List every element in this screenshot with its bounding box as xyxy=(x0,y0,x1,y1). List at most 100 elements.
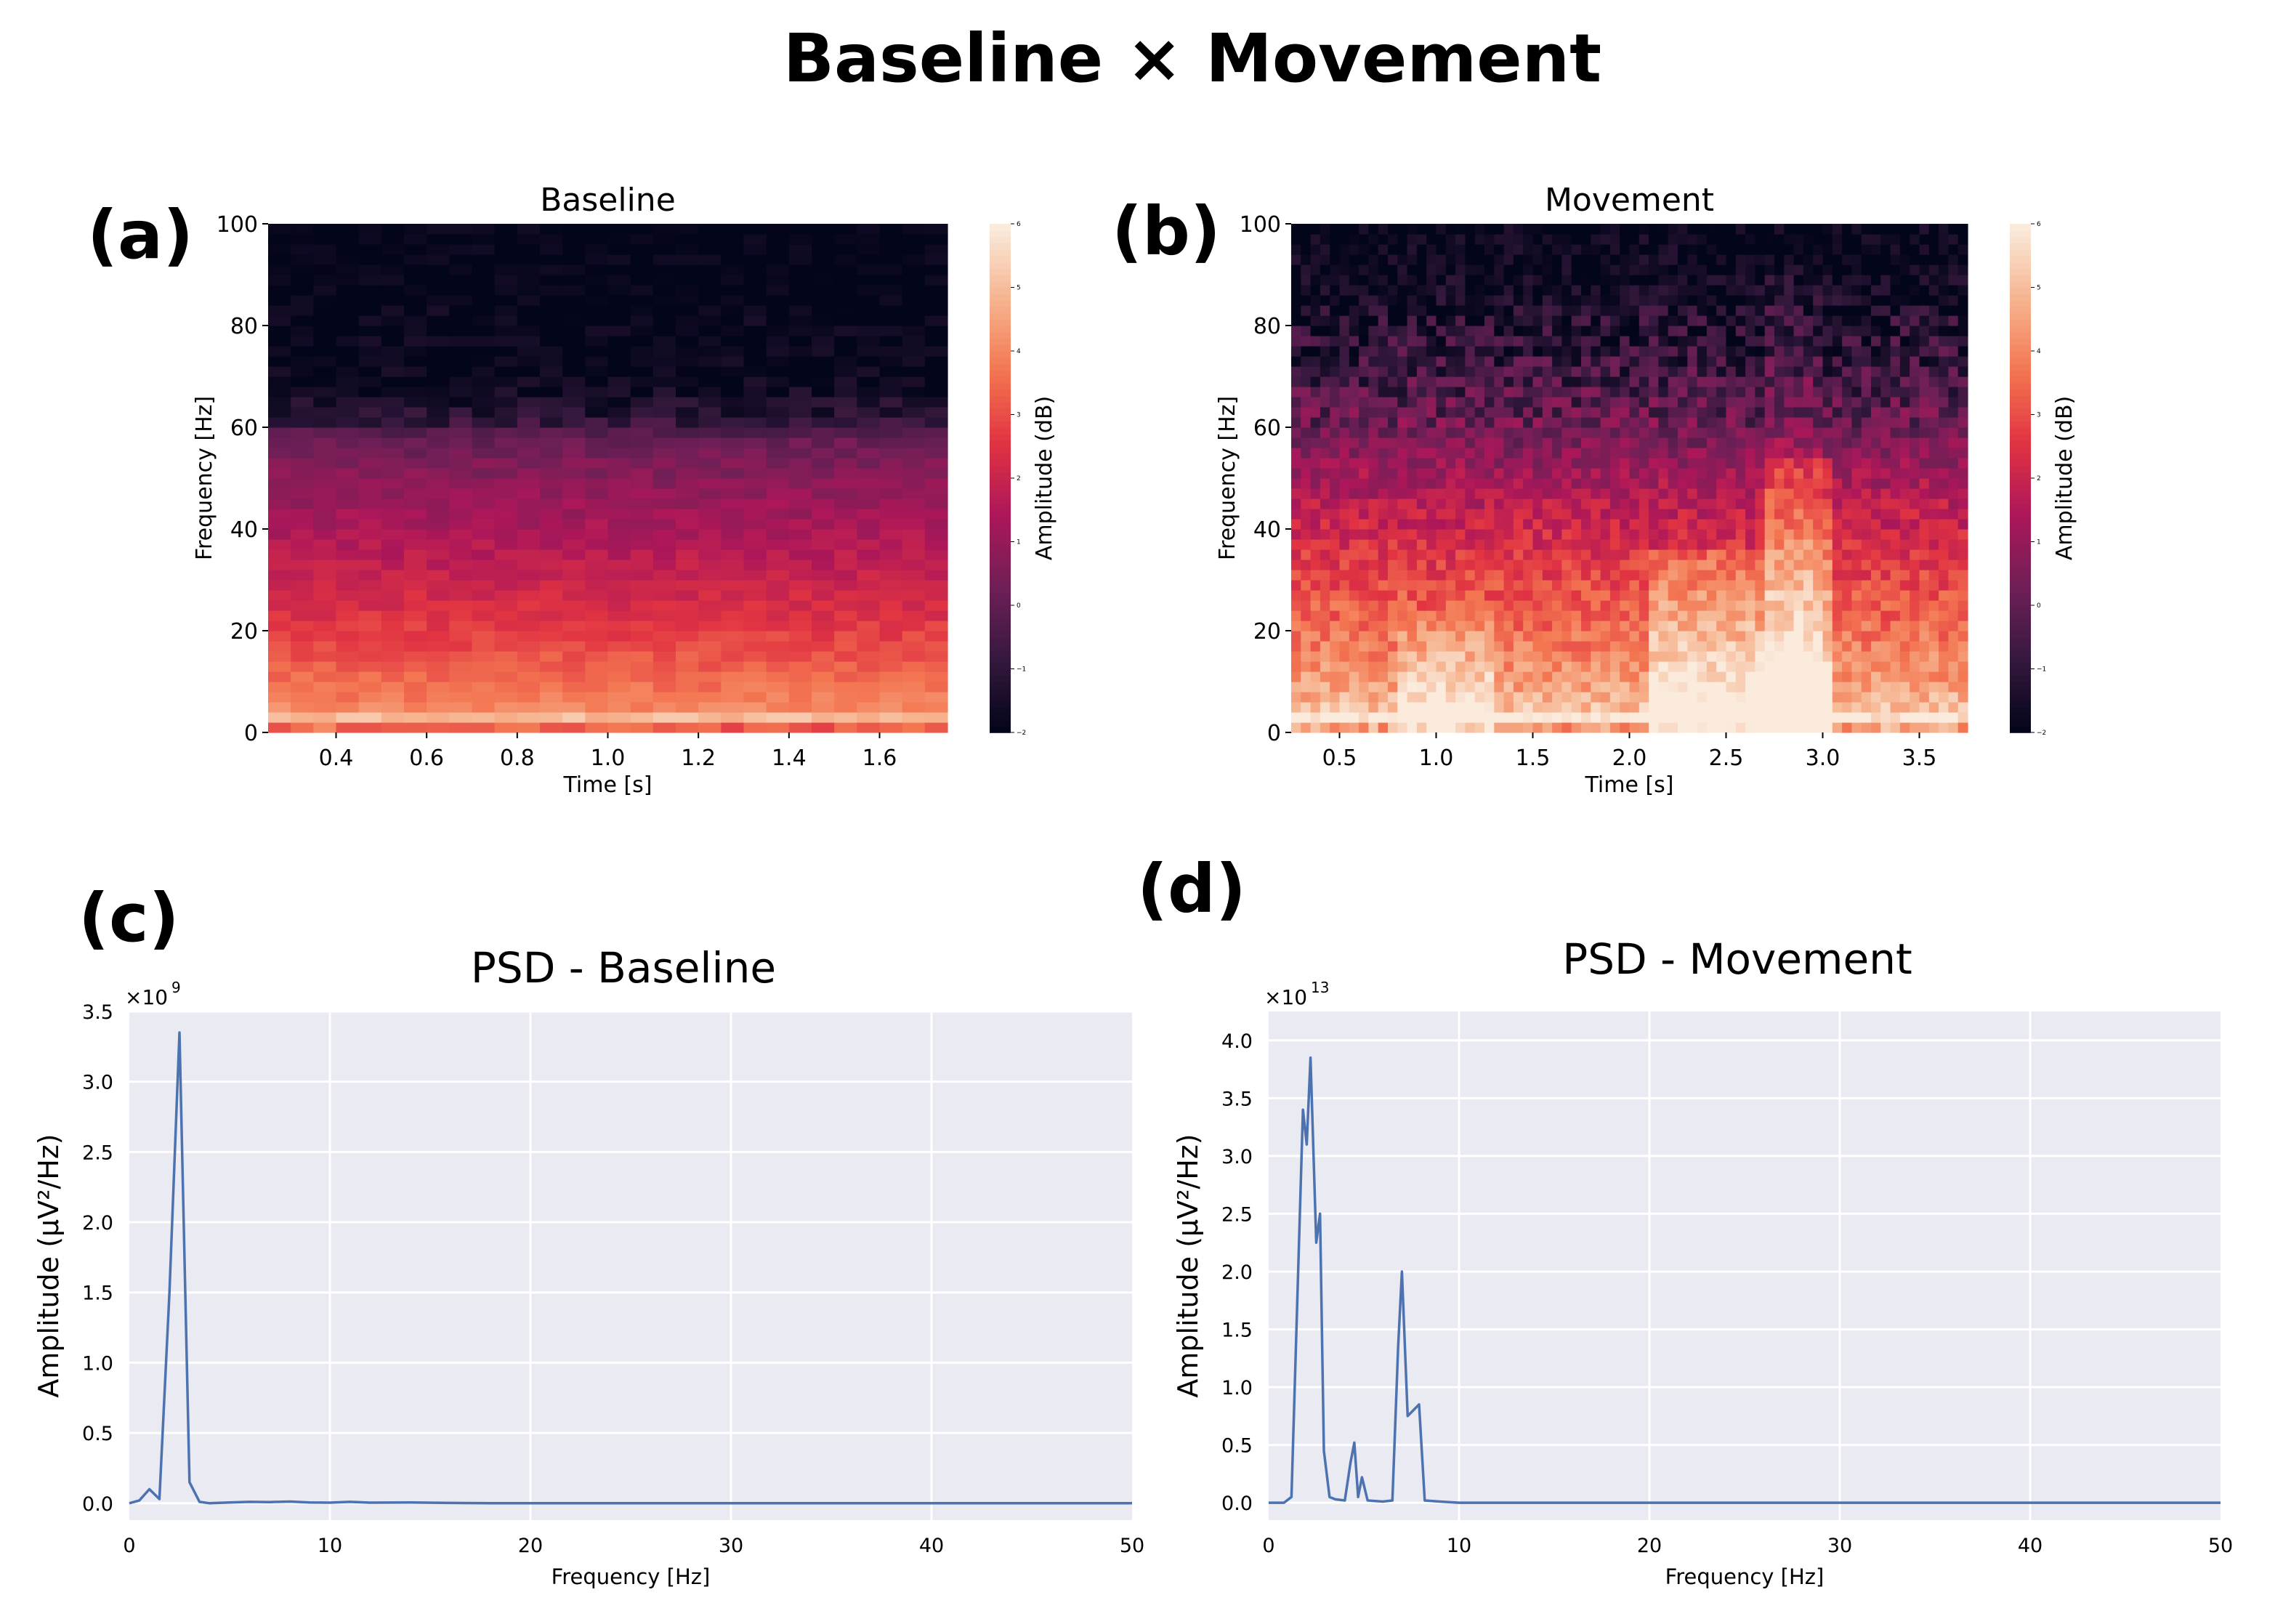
heatmap-cell xyxy=(562,570,586,581)
colorbar-segment xyxy=(990,719,1011,727)
heatmap-cell xyxy=(1861,488,1872,499)
heatmap-cell xyxy=(1552,559,1562,570)
heatmap-cell xyxy=(1513,661,1524,672)
heatmap-cell xyxy=(1571,539,1582,550)
heatmap-cell xyxy=(1301,224,1312,235)
heatmap-cell xyxy=(1784,295,1795,306)
heatmap-cell xyxy=(1706,600,1717,611)
heatmap-cell xyxy=(1571,254,1582,265)
heatmap-cell xyxy=(1919,448,1930,458)
heatmap-cell xyxy=(857,559,881,570)
heatmap-cell xyxy=(1378,600,1389,611)
heatmap-cell xyxy=(1436,661,1447,672)
heatmap-cell xyxy=(1832,702,1843,713)
heatmap-cell xyxy=(1445,671,1456,682)
heatmap-cell xyxy=(1407,387,1418,397)
heatmap-cell xyxy=(698,407,722,418)
heatmap-cell xyxy=(291,448,314,458)
heatmap-cell xyxy=(1928,366,1939,377)
heatmap-cell xyxy=(1513,264,1524,275)
heatmap-cell xyxy=(1455,458,1466,469)
colorbar-segment xyxy=(990,682,1011,689)
heatmap-cell xyxy=(1552,448,1562,458)
heatmap-cell xyxy=(1532,468,1543,479)
heatmap-cell xyxy=(1851,285,1862,296)
heatmap-cell xyxy=(540,427,563,438)
heatmap-cell xyxy=(517,437,541,448)
heatmap-cell xyxy=(472,417,496,428)
heatmap-cell xyxy=(1620,326,1631,336)
heatmap-cell xyxy=(812,254,835,265)
heatmap-cell xyxy=(1378,529,1389,540)
heatmap-cell xyxy=(1890,570,1901,581)
heatmap-cell xyxy=(698,722,722,733)
heatmap-cell xyxy=(743,295,767,306)
heatmap-cell xyxy=(857,549,881,560)
heatmap-cell xyxy=(1407,498,1418,509)
heatmap-cell xyxy=(1678,651,1688,662)
heatmap-cell xyxy=(1552,570,1562,581)
colorbar-segment xyxy=(990,319,1011,326)
heatmap-cell xyxy=(1861,651,1872,662)
heatmap-cell xyxy=(1726,224,1737,235)
heatmap-cell xyxy=(1542,682,1553,692)
heatmap-cell xyxy=(1368,539,1379,550)
heatmap-cell xyxy=(1436,285,1447,296)
heatmap-cell xyxy=(721,539,745,550)
heatmap-cell xyxy=(1552,244,1562,255)
heatmap-cell xyxy=(1416,529,1427,540)
heatmap-cell xyxy=(1726,346,1737,357)
heatmap-cell xyxy=(698,264,722,275)
heatmap-cell xyxy=(1919,651,1930,662)
heatmap-cell xyxy=(1822,702,1833,713)
heatmap-cell xyxy=(562,295,586,306)
heatmap-cell xyxy=(313,234,337,245)
heatmap-cell xyxy=(1735,498,1746,509)
heatmap-cell xyxy=(291,661,314,672)
heatmap-cell xyxy=(427,285,450,296)
colorbar-segment xyxy=(990,599,1011,606)
heatmap-cell xyxy=(652,478,676,489)
heatmap-cell xyxy=(1919,376,1930,387)
heatmap-cell xyxy=(812,437,835,448)
heatmap-cell xyxy=(1513,580,1524,591)
heatmap-cell xyxy=(1407,346,1418,357)
heatmap-cell xyxy=(1349,234,1359,245)
heatmap-cell xyxy=(1513,254,1524,265)
heatmap-cell xyxy=(721,458,745,469)
heatmap-cell xyxy=(1542,387,1553,397)
heatmap-cell xyxy=(1310,254,1321,265)
heatmap-cell xyxy=(1426,417,1437,428)
heatmap-cell xyxy=(268,529,291,540)
heatmap-cell xyxy=(1397,641,1408,652)
heatmap-cell xyxy=(1755,254,1766,265)
heatmap-cell xyxy=(1687,722,1698,733)
colorbar-segment xyxy=(990,224,1011,231)
heatmap-cell xyxy=(1706,509,1717,520)
heatmap-cell xyxy=(1774,498,1785,509)
heatmap-cell xyxy=(1320,234,1330,245)
heatmap-cell xyxy=(1445,275,1456,286)
heatmap-cell xyxy=(540,366,563,377)
heatmap-cell xyxy=(1465,509,1476,520)
heatmap-cell xyxy=(404,488,427,499)
heatmap-cell xyxy=(1416,254,1427,265)
heatmap-cell xyxy=(1388,356,1398,367)
heatmap-cell xyxy=(1552,295,1562,306)
heatmap-cell xyxy=(1484,702,1495,713)
heatmap-cell xyxy=(268,661,291,672)
heatmap-cell xyxy=(1832,549,1843,560)
heatmap-cell xyxy=(1755,671,1766,682)
heatmap-cell xyxy=(1899,702,1910,713)
heatmap-cell xyxy=(472,631,496,642)
heatmap-cell xyxy=(1320,244,1330,255)
heatmap-cell xyxy=(1716,509,1727,520)
heatmap-cell xyxy=(1726,295,1737,306)
heatmap-cell xyxy=(1668,600,1678,611)
heatmap-cell xyxy=(788,498,812,509)
heatmap-cell xyxy=(1494,366,1505,377)
heatmap-cell xyxy=(1301,305,1312,316)
heatmap-cell xyxy=(427,264,450,275)
heatmap-cell xyxy=(1726,661,1737,672)
heatmap-cell xyxy=(1581,315,1591,326)
